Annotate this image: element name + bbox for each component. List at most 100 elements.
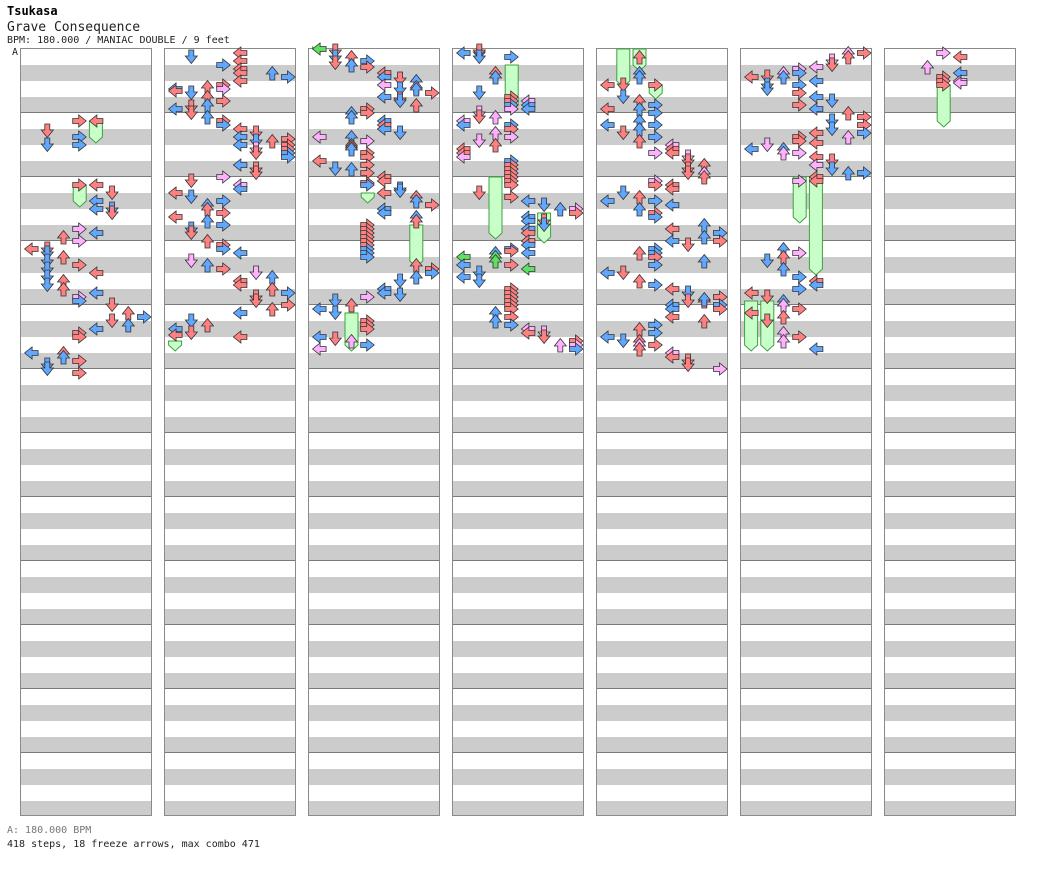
right-arrow-icon — [360, 54, 375, 68]
measure-line — [165, 240, 295, 241]
right-arrow-icon — [425, 266, 440, 280]
up-arrow-icon — [56, 229, 71, 245]
left-arrow-icon — [232, 130, 248, 144]
right-arrow-icon — [216, 82, 231, 96]
up-arrow-icon — [841, 129, 856, 145]
up-arrow-icon — [56, 281, 71, 297]
down-arrow-icon — [760, 81, 775, 97]
measure-line — [885, 560, 1015, 561]
chart-column-3 — [308, 42, 440, 816]
left-arrow-icon — [664, 310, 680, 324]
chart-column-4 — [452, 43, 584, 816]
up-arrow-icon — [776, 333, 791, 349]
right-arrow-icon — [504, 50, 519, 64]
right-arrow-icon — [713, 226, 728, 240]
up-arrow-icon — [776, 145, 791, 161]
up-arrow-icon — [344, 161, 359, 177]
down-arrow-icon — [184, 225, 199, 241]
up-arrow-icon — [488, 125, 503, 141]
measure-line — [165, 304, 295, 305]
up-arrow-icon — [632, 49, 647, 65]
up-arrow-icon — [344, 297, 359, 313]
left-arrow-icon — [88, 114, 104, 128]
right-arrow-icon — [360, 290, 375, 304]
right-arrow-icon — [504, 302, 519, 316]
left-arrow-icon — [520, 214, 536, 228]
measure-line — [885, 688, 1015, 689]
down-arrow-icon — [825, 93, 839, 109]
left-arrow-icon — [167, 84, 183, 98]
measure-line — [309, 688, 439, 689]
left-arrow-icon — [455, 258, 471, 272]
up-arrow-icon — [697, 253, 712, 269]
left-arrow-icon — [808, 136, 824, 150]
right-arrow-icon — [936, 78, 951, 92]
notes-layer — [599, 48, 728, 376]
right-arrow-icon — [648, 338, 663, 352]
down-arrow-icon — [616, 333, 631, 349]
down-arrow-icon — [328, 55, 343, 71]
left-arrow-icon — [88, 266, 104, 280]
down-arrow-icon — [537, 217, 551, 233]
measure-line — [885, 304, 1015, 305]
right-arrow-icon — [216, 242, 231, 256]
measure-line — [309, 304, 439, 305]
right-arrow-icon — [360, 178, 375, 192]
up-arrow-icon — [488, 137, 503, 153]
up-arrow-icon — [409, 193, 424, 209]
notes-layer — [167, 46, 296, 352]
left-arrow-icon — [232, 74, 248, 88]
up-arrow-icon — [488, 253, 503, 269]
chart-column-6 — [740, 45, 872, 816]
right-arrow-icon — [281, 70, 296, 84]
left-arrow-icon — [376, 286, 392, 300]
up-arrow-icon — [841, 49, 856, 65]
right-arrow-icon — [72, 178, 87, 192]
right-arrow-icon — [72, 330, 87, 344]
measure-line — [741, 496, 871, 497]
measure-line — [165, 496, 295, 497]
down-arrow-icon — [616, 265, 631, 281]
measure-line — [309, 368, 439, 369]
left-arrow-icon — [88, 286, 104, 300]
up-arrow-icon — [409, 257, 424, 273]
left-arrow-icon — [88, 178, 104, 192]
right-arrow-icon — [504, 178, 519, 192]
right-arrow-icon — [360, 150, 375, 164]
up-arrow-icon — [488, 109, 503, 125]
down-arrow-icon — [472, 109, 487, 125]
left-arrow-icon — [664, 182, 680, 196]
right-arrow-icon — [137, 310, 152, 324]
measure-line — [885, 624, 1015, 625]
freeze-arrow — [168, 340, 183, 352]
left-arrow-icon — [232, 278, 248, 292]
left-arrow-icon — [167, 210, 183, 224]
up-arrow-icon — [632, 201, 647, 217]
chart-meta: BPM: 180.000 / MANIAC DOUBLE / 9 feet — [7, 35, 230, 46]
left-arrow-icon — [599, 118, 615, 132]
measure-line — [741, 304, 871, 305]
left-arrow-icon — [232, 330, 248, 344]
measure-line — [21, 176, 151, 177]
right-arrow-icon — [504, 244, 519, 258]
down-arrow-icon — [825, 161, 839, 177]
left-arrow-icon — [664, 350, 680, 364]
left-arrow-icon — [167, 102, 183, 116]
left-arrow-icon — [455, 250, 471, 264]
down-arrow-icon — [184, 253, 199, 269]
up-arrow-icon — [344, 333, 359, 349]
freeze-arrow — [360, 192, 375, 204]
right-arrow-icon — [281, 286, 296, 300]
measure-line — [741, 688, 871, 689]
right-arrow-icon — [792, 86, 807, 100]
down-arrow-icon — [105, 205, 119, 221]
up-arrow-icon — [200, 317, 215, 333]
left-arrow-icon — [664, 146, 680, 160]
notes-layer — [743, 45, 872, 356]
right-arrow-icon — [72, 294, 87, 308]
right-arrow-icon — [648, 250, 663, 264]
right-arrow-icon — [648, 106, 663, 120]
right-arrow-icon — [792, 270, 807, 284]
left-arrow-icon — [311, 302, 327, 316]
down-arrow-icon — [105, 297, 119, 313]
